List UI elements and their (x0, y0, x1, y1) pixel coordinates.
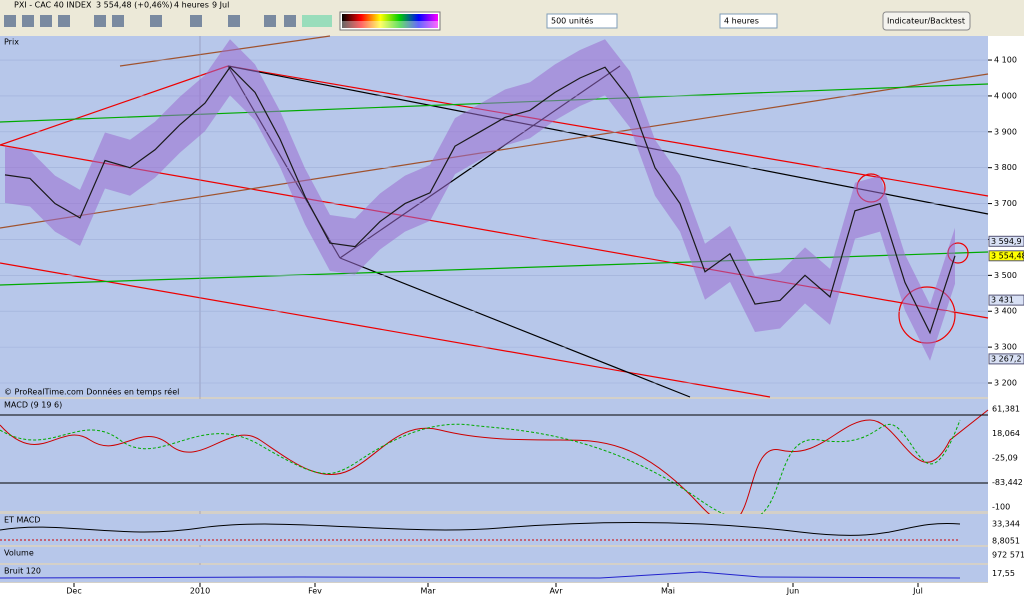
y-tick-label: 4 000 (994, 91, 1017, 100)
y-tick-label: 3 200 (994, 379, 1017, 388)
units-value: 500 unités (551, 16, 593, 26)
price-tag (988, 250, 1024, 262)
panel-title: Bruit 120 (4, 567, 41, 576)
price-tag-label: 3 594,9 (991, 237, 1022, 246)
panel-title: ET MACD (4, 516, 40, 525)
period-select[interactable] (719, 13, 778, 29)
panel-title: MACD (9 19 6) (4, 401, 62, 410)
panel-label: -83,442 (992, 478, 1023, 487)
x-tick-label: Avr (549, 587, 563, 596)
time-axis (0, 583, 988, 597)
footer: © ProRealTime.com Données en temps réel (4, 387, 179, 397)
panel-label: 33,344 (992, 520, 1020, 529)
panel-title: Volume (4, 549, 34, 558)
x-tick-label: Fev (308, 587, 322, 596)
price-tag-label: 3 554,48 (991, 251, 1024, 260)
panel-label: 972 571 (992, 551, 1024, 560)
price-axis (988, 36, 1024, 597)
price-tag-label: 3 431 (991, 296, 1014, 305)
window-title: PXI - CAC 40 INDEX (14, 1, 92, 10)
indicator-button-label: Indicateur/Backtest (887, 17, 965, 26)
bollinger-band (5, 39, 955, 361)
noise-line (0, 571, 961, 579)
price-line (4, 66, 956, 335)
macd-panel (0, 399, 988, 511)
y-tick-label: 3 500 (994, 271, 1017, 280)
toolbar-icons[interactable] (4, 15, 332, 27)
x-tick-label: Mai (661, 587, 675, 596)
panel-label: -100 (992, 503, 1010, 512)
x-tick-label: Jul (912, 587, 923, 596)
noise-panel (0, 565, 988, 582)
panel-label: 17,55 (992, 569, 1015, 578)
panel-label: 18,064 (992, 429, 1020, 438)
price-tag-label: 3 267,2 (991, 354, 1022, 363)
date: 9 Jul (212, 1, 229, 10)
toolbar (0, 0, 1024, 36)
last-price: 3 554,48 (+0,46%) (96, 1, 173, 10)
panel-label: -25,09 (992, 454, 1018, 463)
price-tag (988, 294, 1024, 306)
price-tag (988, 235, 1024, 247)
y-tick-label: 3 900 (994, 127, 1017, 136)
color-palette[interactable] (339, 11, 441, 31)
x-tick-label: 2010 (190, 587, 210, 596)
y-tick-label: 3 700 (994, 199, 1017, 208)
y-tick-label: 3 300 (994, 343, 1017, 352)
timeframe: 4 heures (174, 1, 209, 10)
x-tick-label: Dec (66, 587, 81, 596)
period-value: 4 heures (724, 17, 759, 26)
units-select[interactable] (546, 13, 618, 29)
volume-panel (0, 547, 988, 563)
panel-label: 61,381 (992, 405, 1020, 414)
price-tag (988, 353, 1024, 365)
macd-line (0, 409, 989, 524)
y-tick-label: 3 400 (994, 307, 1017, 316)
panel-title: Prix (4, 38, 19, 47)
y-tick-label: 3 800 (994, 163, 1017, 172)
panel-label: 8,8051 (992, 537, 1020, 546)
y-tick-label: 4 100 (994, 56, 1017, 65)
signal-line (0, 419, 961, 521)
x-tick-label: Mar (420, 587, 436, 596)
x-tick-label: Jun (786, 587, 800, 596)
et-macd-line (0, 521, 961, 536)
indicator-button[interactable] (882, 11, 971, 31)
